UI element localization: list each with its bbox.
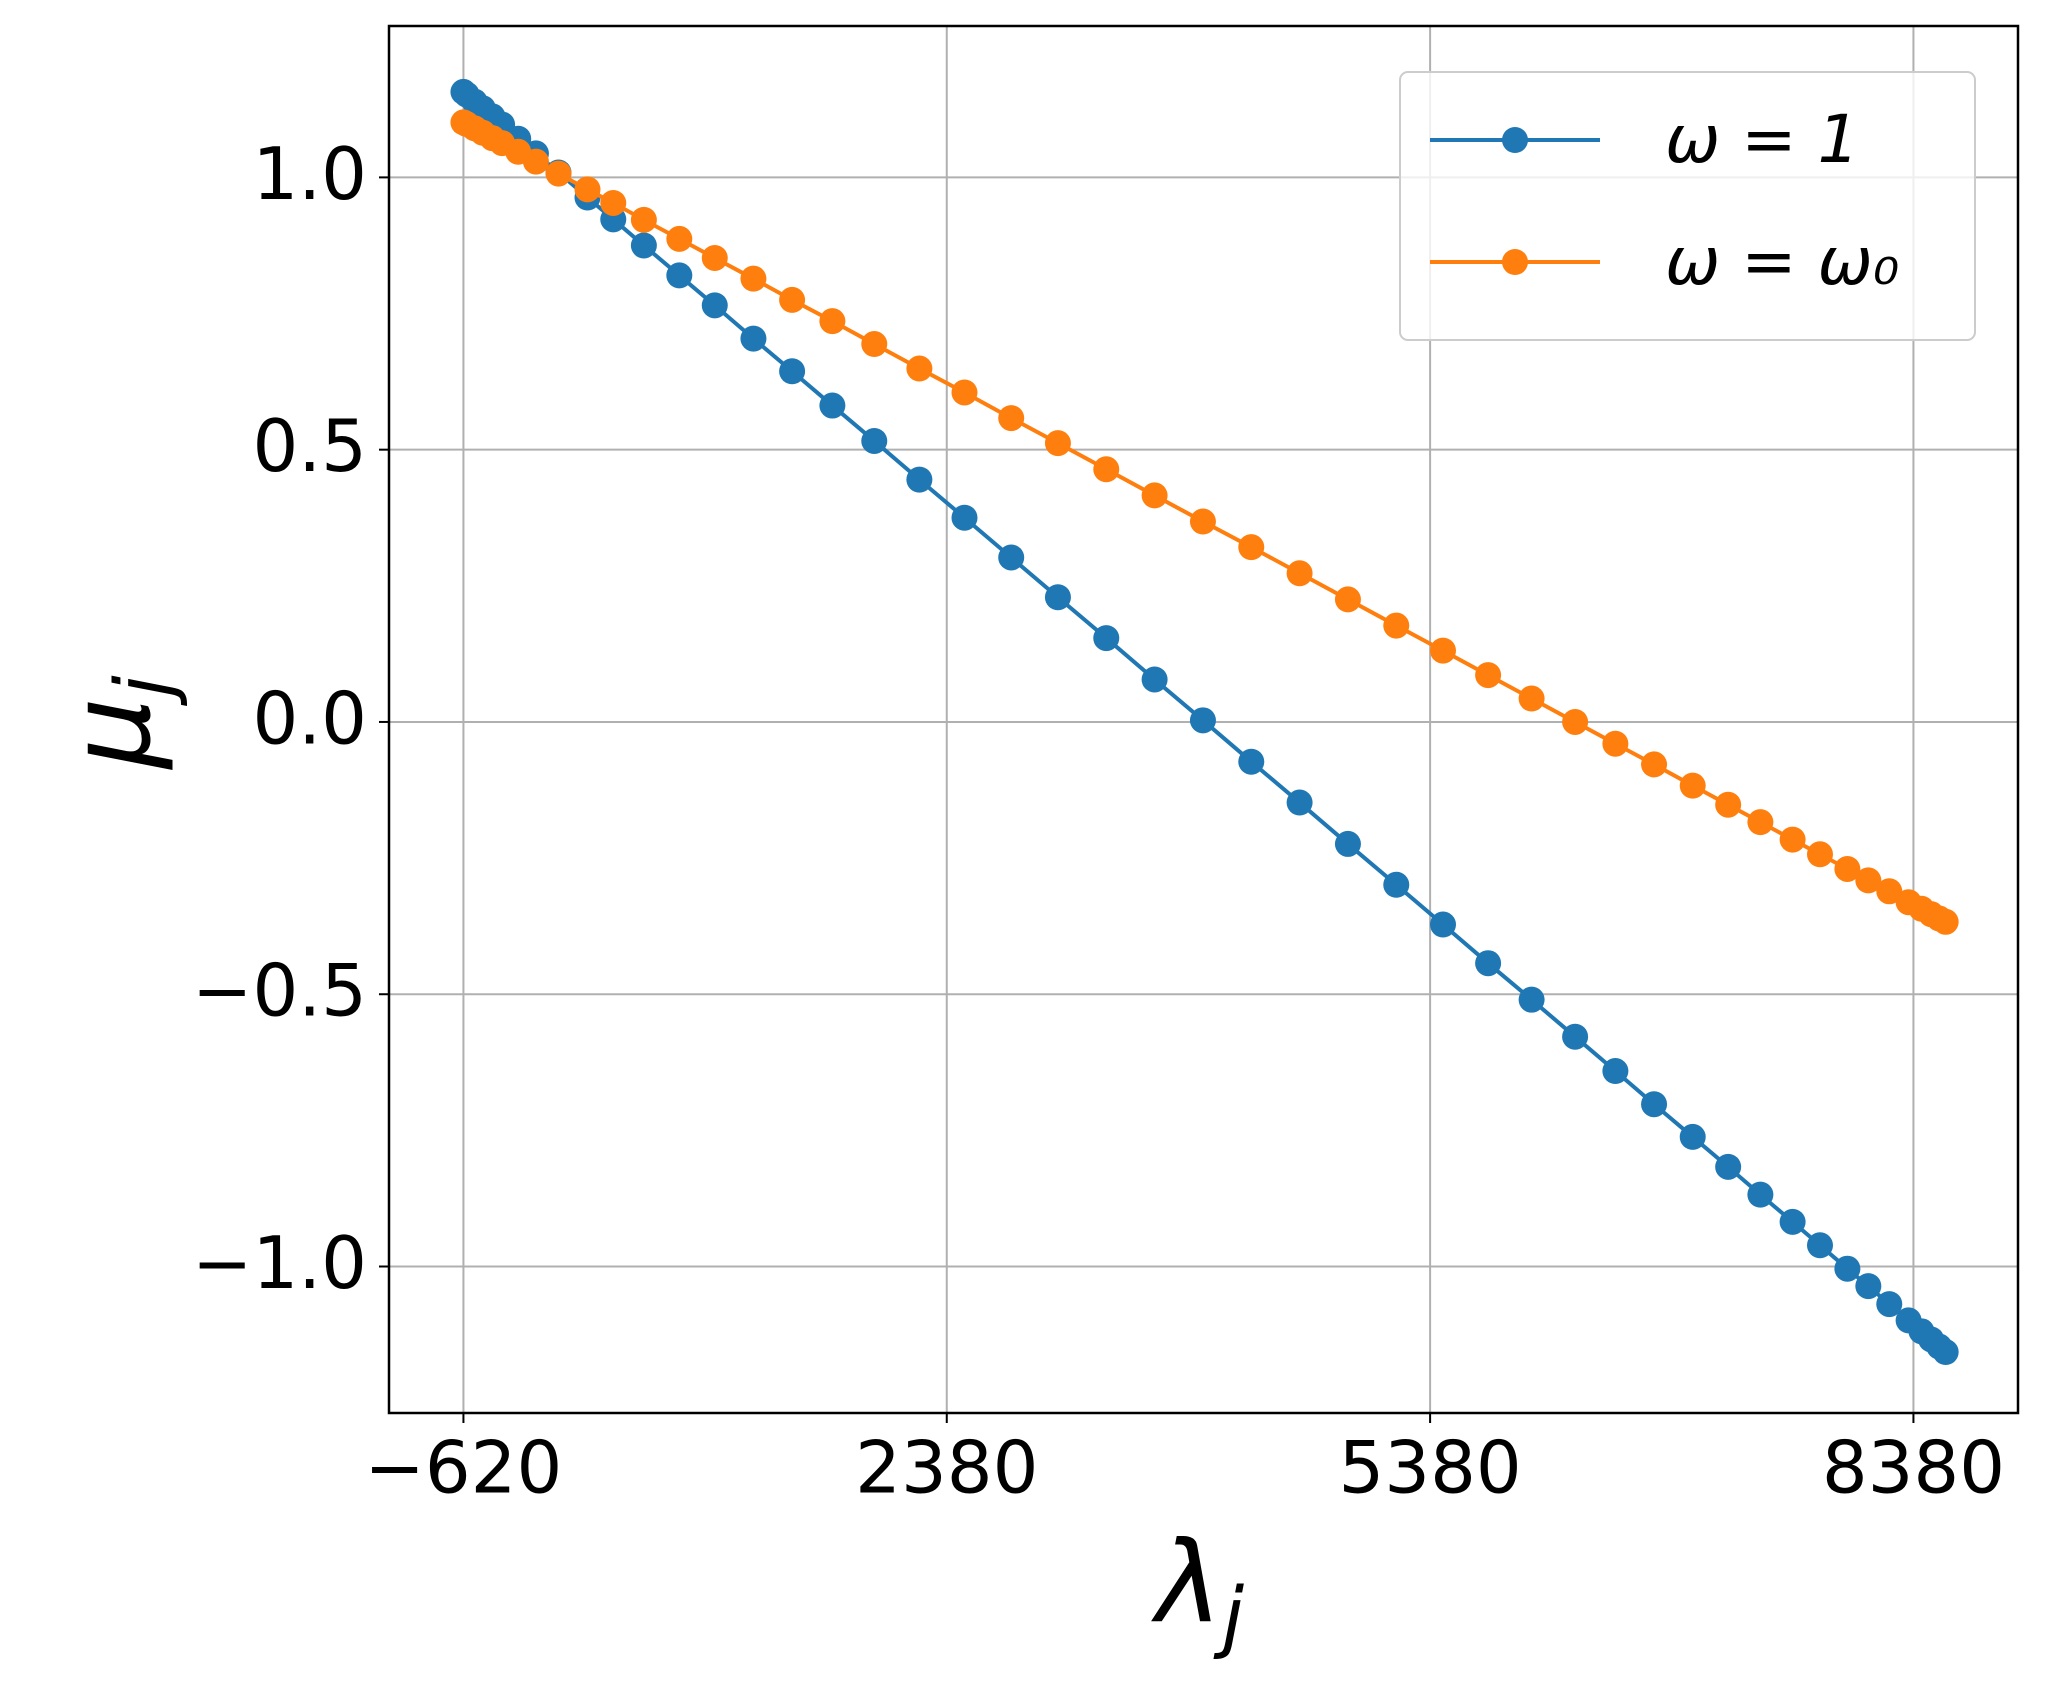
- marker: [779, 358, 806, 385]
- marker: [1747, 1181, 1774, 1208]
- marker: [630, 206, 657, 233]
- marker: [906, 355, 933, 382]
- x-tick-label: −620: [365, 1426, 563, 1510]
- marker: [1475, 950, 1502, 977]
- x-label-symbol: λ: [1151, 1518, 1222, 1648]
- marker: [819, 308, 846, 335]
- marker: [1562, 708, 1589, 735]
- marker: [1876, 878, 1903, 905]
- legend-marker: [1502, 127, 1528, 153]
- marker: [951, 379, 978, 406]
- marker: [1383, 871, 1410, 898]
- marker: [522, 148, 549, 175]
- marker: [819, 392, 846, 419]
- marker: [1429, 637, 1456, 664]
- marker: [574, 176, 601, 203]
- marker: [1286, 560, 1313, 587]
- legend-label: ω = 1: [1665, 101, 1860, 178]
- marker: [1141, 666, 1168, 693]
- marker: [1715, 791, 1742, 818]
- marker: [1562, 1023, 1589, 1050]
- y-tick-label: −1.0: [192, 1221, 367, 1305]
- marker: [998, 544, 1025, 571]
- x-axis-label: λj: [1151, 1518, 1244, 1663]
- marker: [779, 286, 806, 313]
- marker: [1747, 809, 1774, 836]
- marker: [1779, 826, 1806, 853]
- marker: [1093, 456, 1120, 483]
- marker: [1602, 730, 1629, 757]
- marker: [1334, 586, 1361, 613]
- marker: [951, 504, 978, 531]
- marker: [1715, 1153, 1742, 1180]
- marker: [1679, 1123, 1706, 1150]
- marker: [1093, 625, 1120, 652]
- marker: [1806, 841, 1833, 868]
- marker: [1044, 584, 1071, 611]
- marker: [906, 466, 933, 493]
- marker: [545, 160, 572, 187]
- marker: [1475, 662, 1502, 689]
- x-tick-label: 8380: [1822, 1426, 2005, 1510]
- marker: [1286, 789, 1313, 816]
- marker: [1641, 751, 1668, 778]
- marker: [701, 292, 728, 319]
- x-tick-label: 2380: [855, 1426, 1038, 1510]
- marker: [740, 325, 767, 352]
- y-tick-label: 1.0: [252, 132, 367, 216]
- axes-frame: [387, 24, 2020, 1415]
- marker: [1602, 1058, 1629, 1085]
- marker: [666, 225, 693, 252]
- marker: [666, 262, 693, 289]
- marker: [1518, 685, 1545, 712]
- marker: [1189, 508, 1216, 535]
- marker: [861, 427, 888, 454]
- marker: [1679, 772, 1706, 799]
- marker: [1779, 1208, 1806, 1235]
- marker: [1189, 707, 1216, 734]
- legend-label: ω = ω₀: [1665, 223, 1899, 300]
- marker: [1044, 430, 1071, 457]
- marker: [1834, 1255, 1861, 1282]
- marker: [740, 265, 767, 292]
- marker: [1238, 748, 1265, 775]
- marker: [1429, 911, 1456, 938]
- marker: [701, 244, 728, 271]
- marker: [1238, 534, 1265, 561]
- y-tick-label: 0.5: [252, 404, 367, 488]
- marker: [1834, 855, 1861, 882]
- y-label-symbol: μ: [46, 697, 176, 770]
- marker: [1641, 1091, 1668, 1118]
- legend-marker: [1502, 249, 1528, 275]
- marker: [998, 405, 1025, 432]
- marker: [600, 189, 627, 216]
- marker: [1876, 1291, 1903, 1318]
- marker: [1855, 867, 1882, 894]
- marker: [630, 232, 657, 259]
- marker: [1141, 482, 1168, 509]
- marker: [1383, 612, 1410, 639]
- marker: [1806, 1232, 1833, 1259]
- marker: [1855, 1273, 1882, 1300]
- marker: [861, 331, 888, 358]
- x-tick-label: 5380: [1338, 1426, 1521, 1510]
- y-axis-label: μj: [46, 675, 191, 770]
- marker: [1932, 908, 1959, 935]
- marker: [1932, 1339, 1959, 1366]
- marker: [1334, 830, 1361, 857]
- marker: [1518, 986, 1545, 1013]
- y-tick-label: 0.0: [252, 676, 367, 760]
- y-tick-label: −0.5: [192, 949, 367, 1033]
